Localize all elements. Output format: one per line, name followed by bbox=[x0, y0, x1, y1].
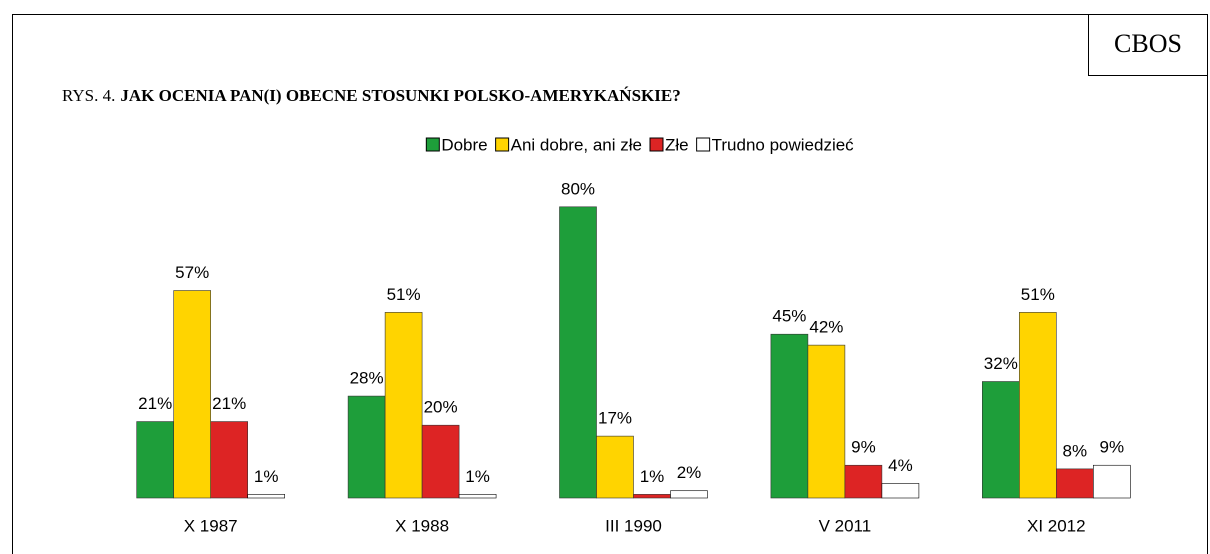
bar bbox=[136, 421, 174, 499]
data-label: 80% bbox=[561, 179, 595, 198]
x-tick-label: V 2011 bbox=[819, 516, 872, 535]
data-label: 9% bbox=[851, 438, 876, 457]
legend-label: Trudno powiedzieć bbox=[712, 135, 855, 154]
legend-swatch bbox=[425, 137, 440, 152]
frame bbox=[12, 14, 1208, 554]
legend-label: Złe bbox=[665, 135, 689, 154]
source-box bbox=[1088, 14, 1208, 76]
x-tick-label: III 1990 bbox=[605, 516, 662, 535]
bar bbox=[770, 333, 809, 499]
bar bbox=[173, 290, 211, 499]
data-label: 9% bbox=[1100, 438, 1125, 457]
x-tick-label: XI 2012 bbox=[1027, 516, 1086, 535]
data-label: 57% bbox=[175, 263, 209, 282]
figure-label: RYS. 4. bbox=[62, 86, 115, 105]
data-label: 45% bbox=[772, 307, 806, 326]
legend-swatch bbox=[495, 137, 510, 152]
legend-label: Dobre bbox=[441, 135, 487, 154]
bar bbox=[981, 381, 1020, 499]
x-tick-label: X 1987 bbox=[184, 516, 238, 535]
data-label: 51% bbox=[1021, 285, 1055, 304]
bar bbox=[633, 494, 671, 499]
data-label: 1% bbox=[254, 467, 279, 486]
bar bbox=[421, 424, 460, 499]
bar bbox=[844, 464, 883, 499]
legend-swatch bbox=[649, 137, 664, 152]
data-label: 4% bbox=[888, 456, 913, 475]
data-label: 20% bbox=[424, 398, 458, 417]
chart-title: RYS. 4. JAK OCENIA PAN(I) OBECNE STOSUNKI… bbox=[62, 86, 681, 105]
bar bbox=[458, 494, 497, 499]
bar bbox=[384, 312, 423, 499]
data-label: 51% bbox=[387, 285, 421, 304]
data-label: 1% bbox=[465, 467, 490, 486]
title: JAK OCENIA PAN(I) OBECNE STOSUNKI POLSKO… bbox=[120, 86, 680, 105]
bar bbox=[1093, 464, 1131, 499]
bar bbox=[559, 206, 597, 499]
bar bbox=[210, 421, 248, 499]
bar bbox=[881, 483, 920, 499]
legend-label: Ani dobre, ani złe bbox=[511, 135, 642, 154]
bar bbox=[596, 435, 634, 499]
data-label: 21% bbox=[138, 394, 172, 413]
data-label: 2% bbox=[677, 463, 702, 482]
data-label: 42% bbox=[809, 318, 843, 337]
x-tick-label: X 1988 bbox=[395, 516, 449, 535]
data-label: 1% bbox=[640, 467, 665, 486]
bar bbox=[807, 344, 846, 499]
legend: Dobre Ani dobre, ani złe Złe Trudno powiedz… bbox=[425, 135, 855, 154]
bar bbox=[347, 395, 386, 499]
bar bbox=[670, 490, 708, 499]
bar bbox=[1018, 312, 1057, 499]
data-label: 32% bbox=[984, 354, 1018, 373]
data-label: 28% bbox=[350, 369, 384, 388]
data-label: 17% bbox=[598, 409, 632, 428]
legend-swatch bbox=[696, 137, 711, 152]
data-label: 21% bbox=[212, 394, 246, 413]
bar bbox=[1056, 468, 1094, 499]
data-label: 8% bbox=[1063, 441, 1088, 460]
bar bbox=[247, 494, 285, 499]
source: CBOS bbox=[1114, 29, 1182, 58]
